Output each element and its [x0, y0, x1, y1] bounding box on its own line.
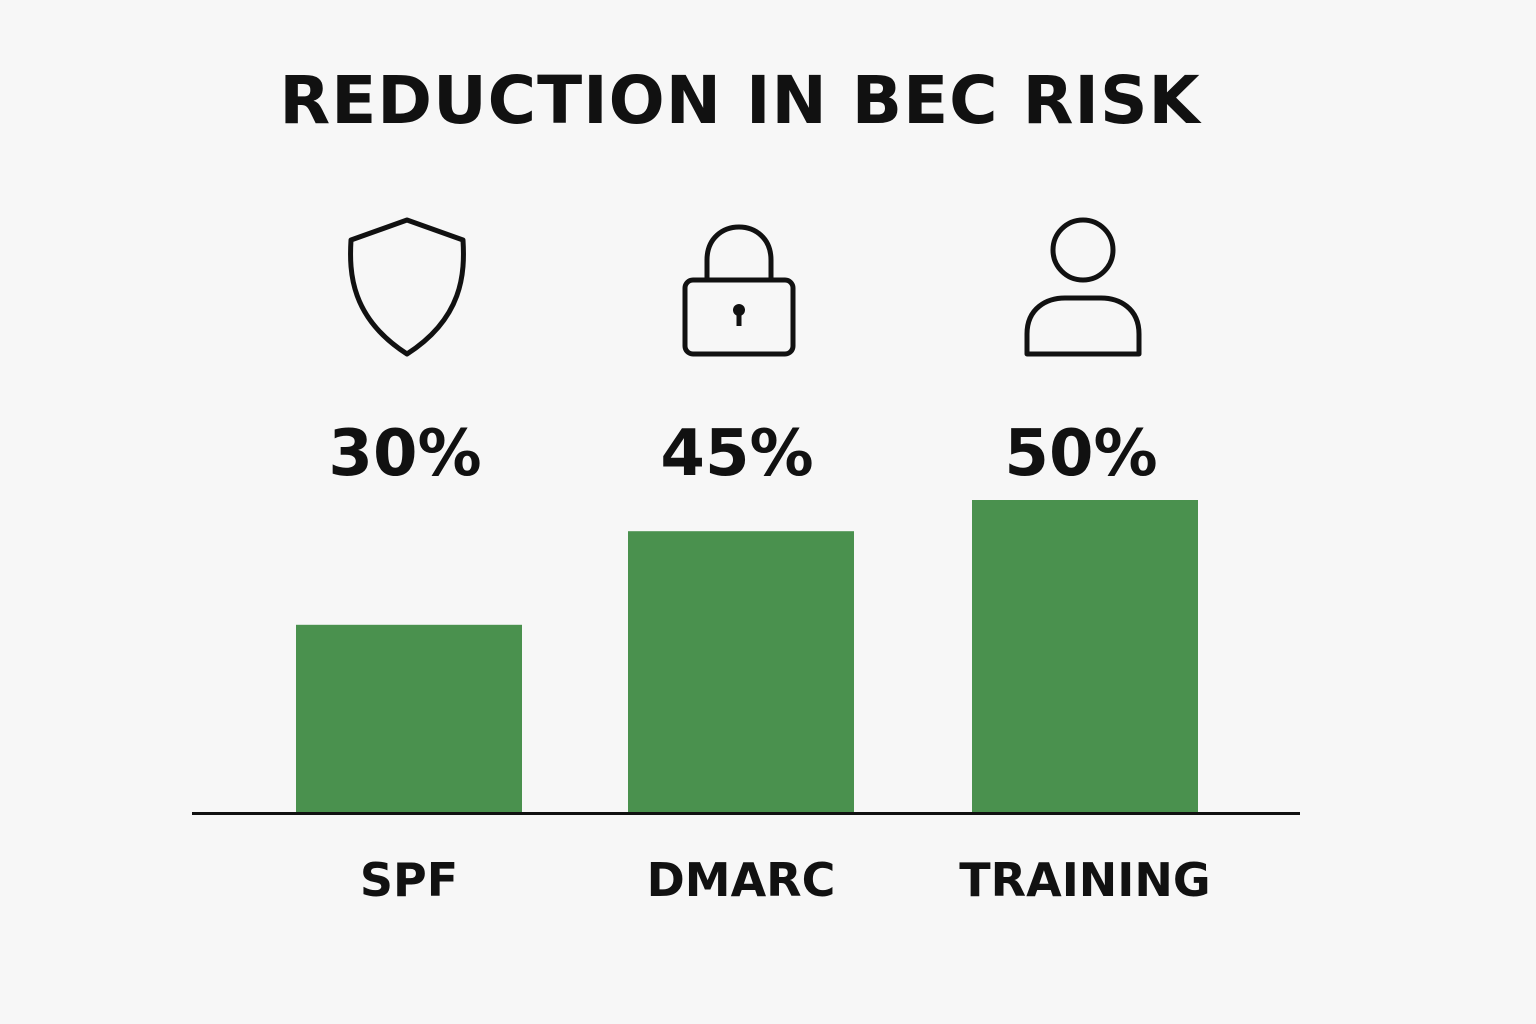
- lock-icon: [682, 224, 796, 357]
- shield-icon: [348, 217, 466, 357]
- bar-value-label: 45%: [660, 417, 813, 491]
- user-icon: [1024, 217, 1142, 357]
- bar-value-label: 50%: [1004, 417, 1157, 491]
- category-label: SPF: [360, 853, 458, 907]
- category-labels-layer: SPF DMARC TRAINING: [360, 853, 1211, 907]
- category-label: TRAINING: [959, 853, 1210, 907]
- chart-title: REDUCTION IN BEC RISK: [279, 62, 1201, 139]
- bar-value-label: 30%: [328, 417, 481, 491]
- bar-training: [972, 500, 1198, 812]
- bar-dmarc: [628, 531, 854, 812]
- bar-spf: [296, 624, 522, 812]
- value-labels-layer: 30% 45% 50%: [328, 417, 1157, 491]
- bars-layer: [296, 500, 1198, 812]
- category-label: DMARC: [647, 853, 836, 907]
- icons-layer: [348, 217, 1142, 357]
